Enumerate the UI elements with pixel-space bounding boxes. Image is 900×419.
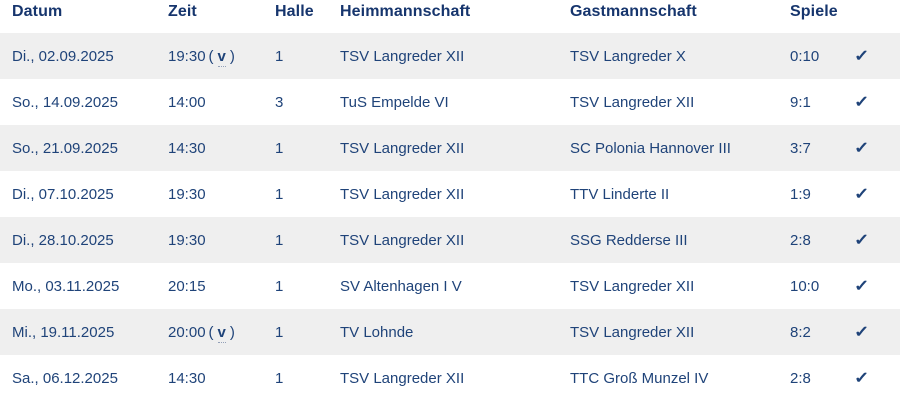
time-value: 14:30 (168, 139, 206, 157)
cell-status: ✓ (835, 309, 900, 355)
table-row[interactable]: Mo., 03.11.2025 20:15 1 SV Altenhagen I V TS… (0, 263, 900, 309)
check-icon[interactable]: ✓ (853, 370, 870, 387)
header-row: Datum Zeit Halle Heimmannschaft Gastmann… (0, 0, 900, 33)
cell-spiele: 2:8 (790, 231, 811, 249)
table-row[interactable]: Di., 07.10.2025 19:30 1 TSV Langreder XII TT… (0, 171, 900, 217)
verlegt-abbr[interactable]: v (217, 323, 226, 343)
table-row[interactable]: So., 14.09.2025 14:00 3 TuS Empelde VI TSV L… (0, 79, 900, 125)
cell-datum: Di., 28.10.2025 (12, 231, 114, 249)
cell-halle: 1 (275, 185, 284, 203)
col-header-heimmannschaft: Heimmannschaft (340, 3, 471, 20)
cell-datum: Mo., 03.11.2025 (12, 277, 120, 295)
cell-zeit: 19:30 (156, 217, 263, 263)
cell-status: ✓ (835, 263, 900, 309)
cell-datum: So., 21.09.2025 (12, 139, 118, 157)
table-row[interactable]: So., 21.09.2025 14:30 1 TSV Langreder XII SC… (0, 125, 900, 171)
time-value: 20:15 (168, 277, 206, 295)
cell-heimmannschaft: SV Altenhagen I V (340, 277, 462, 295)
check-icon[interactable]: ✓ (853, 324, 870, 341)
cell-spiele: 9:1 (790, 93, 811, 111)
cell-zeit: 19:30(v) (156, 33, 263, 79)
cell-datum: Mi., 19.11.2025 (12, 323, 115, 341)
cell-spiele: 3:7 (790, 139, 811, 157)
cell-heimmannschaft: TSV Langreder XII (340, 231, 465, 249)
cell-datum: Di., 02.09.2025 (12, 47, 114, 65)
cell-status: ✓ (835, 125, 900, 171)
cell-heimmannschaft: TSV Langreder XII (340, 185, 465, 203)
cell-zeit: 14:30 (156, 125, 263, 171)
cell-gastmannschaft: TTV Linderte II (570, 185, 670, 203)
cell-spiele: 8:2 (790, 323, 811, 341)
table-row[interactable]: Di., 02.09.2025 19:30(v) 1 TSV Langreder XI… (0, 33, 900, 79)
cell-datum: Sa., 06.12.2025 (12, 369, 118, 387)
col-header-zeit: Zeit (168, 3, 197, 20)
time-value: 19:30 (168, 47, 206, 65)
check-icon[interactable]: ✓ (853, 186, 870, 203)
verlegt-abbr[interactable]: v (217, 47, 226, 67)
cell-heimmannschaft: TV Lohnde (340, 323, 414, 341)
cell-halle: 1 (275, 47, 284, 65)
cell-halle: 1 (275, 369, 284, 387)
cell-status: ✓ (835, 79, 900, 125)
time-value: 20:00 (168, 323, 206, 341)
col-header-spiele: Spiele (790, 3, 838, 20)
cell-heimmannschaft: TSV Langreder XII (340, 47, 465, 65)
verlegt-paren-open: ( (208, 323, 214, 341)
cell-halle: 1 (275, 323, 284, 341)
cell-gastmannschaft: SSG Redderse III (570, 231, 688, 249)
cell-heimmannschaft: TSV Langreder XII (340, 369, 465, 387)
cell-gastmannschaft: TSV Langreder XII (570, 323, 695, 341)
cell-gastmannschaft: TSV Langreder XII (570, 277, 695, 295)
check-icon[interactable]: ✓ (853, 140, 870, 157)
cell-heimmannschaft: TuS Empelde VI (340, 93, 449, 111)
schedule-rows: Di., 02.09.2025 19:30(v) 1 TSV Langreder XI… (0, 33, 900, 401)
time-value: 19:30 (168, 185, 206, 203)
verlegt-paren-close: ) (229, 323, 235, 341)
cell-gastmannschaft: TTC Groß Munzel IV (570, 369, 709, 387)
cell-gastmannschaft: SC Polonia Hannover III (570, 139, 731, 157)
cell-heimmannschaft: TSV Langreder XII (340, 139, 465, 157)
table-row[interactable]: Di., 28.10.2025 19:30 1 TSV Langreder XII SS… (0, 217, 900, 263)
cell-halle: 1 (275, 139, 284, 157)
cell-zeit: 19:30 (156, 171, 263, 217)
col-header-status (835, 0, 900, 33)
cell-zeit: 20:00(v) (156, 309, 263, 355)
verlegt-paren-close: ) (229, 47, 235, 65)
cell-zeit: 14:00 (156, 79, 263, 125)
schedule-table: Datum Zeit Halle Heimmannschaft Gastmann… (0, 0, 900, 401)
col-header-gastmannschaft: Gastmannschaft (570, 3, 697, 20)
cell-datum: So., 14.09.2025 (12, 93, 118, 111)
cell-spiele: 2:8 (790, 369, 811, 387)
cell-zeit: 14:30 (156, 355, 263, 401)
check-icon[interactable]: ✓ (853, 94, 870, 111)
check-icon[interactable]: ✓ (853, 48, 870, 65)
schedule-table-header: Datum Zeit Halle Heimmannschaft Gastmann… (0, 0, 900, 33)
cell-spiele: 0:10 (790, 47, 820, 65)
cell-status: ✓ (835, 171, 900, 217)
check-icon[interactable]: ✓ (853, 278, 870, 295)
verlegt-paren-open: ( (208, 47, 214, 65)
cell-zeit: 20:15 (156, 263, 263, 309)
col-header-halle: Halle (275, 3, 314, 20)
time-value: 14:00 (168, 93, 206, 111)
cell-halle: 1 (275, 231, 284, 249)
table-row[interactable]: Sa., 06.12.2025 14:30 1 TSV Langreder XII TT… (0, 355, 900, 401)
check-icon[interactable]: ✓ (853, 232, 870, 249)
cell-gastmannschaft: TSV Langreder X (570, 47, 686, 65)
cell-gastmannschaft: TSV Langreder XII (570, 93, 695, 111)
cell-spiele: 10:0 (790, 277, 820, 295)
cell-spiele: 1:9 (790, 185, 811, 203)
cell-status: ✓ (835, 355, 900, 401)
cell-status: ✓ (835, 217, 900, 263)
cell-halle: 1 (275, 277, 284, 295)
table-row[interactable]: Mi., 19.11.2025 20:00(v) 1 TV Lohnde TSV Lan… (0, 309, 900, 355)
time-value: 14:30 (168, 369, 206, 387)
cell-datum: Di., 07.10.2025 (12, 185, 114, 203)
time-value: 19:30 (168, 231, 206, 249)
cell-halle: 3 (275, 93, 284, 111)
cell-status: ✓ (835, 33, 900, 79)
col-header-datum: Datum (12, 3, 63, 20)
